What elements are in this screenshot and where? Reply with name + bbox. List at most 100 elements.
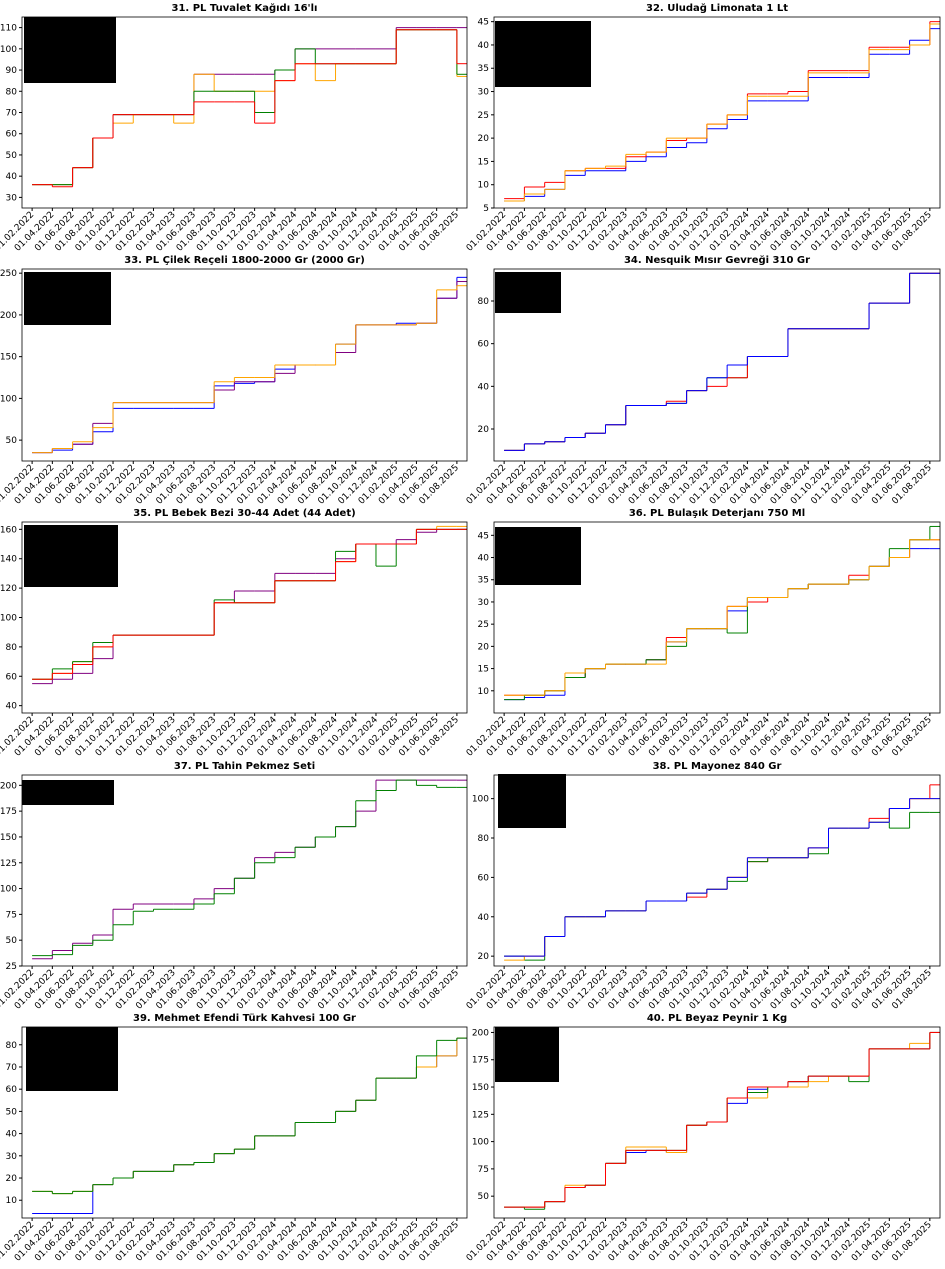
y-tick-label: 25 bbox=[478, 620, 489, 630]
chart-title: 40. PL Beyaz Peynir 1 Kg bbox=[647, 1013, 787, 1024]
y-tick-label: 175 bbox=[0, 807, 17, 817]
y-tick-label: 40 bbox=[6, 702, 18, 712]
plot-lines bbox=[504, 525, 940, 701]
y-tick-label: 60 bbox=[478, 340, 490, 350]
plot-lines bbox=[504, 784, 940, 961]
plot-lines bbox=[32, 27, 467, 188]
plot-lines bbox=[32, 525, 467, 685]
chart-title: 36. PL Bulaşık Deterjanı 750 Ml bbox=[629, 508, 805, 519]
chart-title: 32. Uludağ Limonata 1 Lt bbox=[646, 2, 788, 14]
y-tick-label: 200 bbox=[472, 1028, 489, 1038]
redacted-legend bbox=[22, 780, 114, 805]
y-tick-label: 80 bbox=[6, 87, 18, 97]
y-tick-label: 160 bbox=[0, 525, 17, 535]
plot-frame bbox=[493, 774, 941, 967]
y-tick-label: 35 bbox=[478, 64, 489, 74]
y-tick-label: 40 bbox=[478, 913, 490, 923]
y-tick-label: 75 bbox=[478, 1165, 489, 1175]
chart-title: 37. PL Tahin Pekmez Seti bbox=[174, 761, 315, 772]
plot-frame bbox=[493, 16, 941, 209]
y-tick-label: 110 bbox=[0, 24, 17, 34]
y-tick-label: 20 bbox=[478, 134, 490, 144]
y-tick-label: 60 bbox=[6, 130, 18, 140]
redacted-legend bbox=[24, 17, 116, 83]
chart-title: 39. Mehmet Efendi Türk Kahvesi 100 Gr bbox=[133, 1013, 356, 1024]
y-tick-label: 15 bbox=[478, 157, 489, 167]
y-tick-label: 10 bbox=[478, 687, 490, 697]
y-tick-label: 100 bbox=[0, 394, 17, 404]
y-tick-label: 100 bbox=[0, 614, 17, 624]
redacted-legend bbox=[495, 21, 591, 87]
y-tick-label: 10 bbox=[478, 181, 490, 191]
y-tick-label: 80 bbox=[6, 1041, 18, 1051]
plot-frame bbox=[21, 268, 468, 462]
y-tick-label: 15 bbox=[478, 665, 489, 675]
y-tick-label: 30 bbox=[6, 1152, 18, 1162]
redacted-legend bbox=[495, 1027, 559, 1082]
plot-frame bbox=[493, 268, 941, 462]
y-tick-label: 150 bbox=[0, 353, 17, 363]
y-tick-label: 20 bbox=[6, 1174, 18, 1184]
y-tick-label: 5 bbox=[483, 204, 489, 214]
redacted-legend bbox=[24, 272, 111, 325]
y-tick-label: 60 bbox=[6, 672, 18, 682]
y-tick-label: 80 bbox=[478, 297, 490, 307]
redacted-legend bbox=[26, 1027, 118, 1091]
y-tick-label: 40 bbox=[478, 554, 490, 564]
redacted-legend bbox=[495, 272, 561, 313]
chart-title: 35. PL Bebek Bezi 30-44 Adet (44 Adet) bbox=[133, 508, 355, 519]
plot-lines bbox=[504, 272, 940, 451]
y-tick-label: 100 bbox=[0, 885, 17, 895]
y-tick-label: 30 bbox=[478, 598, 490, 608]
redacted-legend bbox=[495, 527, 581, 585]
y-tick-label: 90 bbox=[6, 66, 18, 76]
chart-title: 38. PL Mayonez 840 Gr bbox=[653, 761, 782, 772]
y-tick-label: 60 bbox=[6, 1085, 18, 1095]
y-tick-label: 45 bbox=[478, 18, 489, 28]
y-tick-label: 40 bbox=[478, 382, 490, 392]
chart-title: 33. PL Çilek Reçeli 1800-2000 Gr (2000 G… bbox=[124, 255, 365, 266]
y-tick-label: 50 bbox=[6, 936, 18, 946]
y-tick-label: 250 bbox=[0, 269, 17, 279]
y-tick-label: 25 bbox=[6, 962, 17, 972]
y-tick-label: 80 bbox=[6, 643, 18, 653]
plot-frame bbox=[21, 16, 468, 209]
y-tick-label: 175 bbox=[472, 1056, 489, 1066]
plot-lines bbox=[504, 1031, 940, 1210]
plot-lines bbox=[32, 779, 467, 960]
plot-frame bbox=[493, 521, 941, 714]
redacted-legend bbox=[498, 774, 566, 828]
y-tick-label: 50 bbox=[6, 436, 18, 446]
plot-frame bbox=[21, 774, 468, 967]
y-tick-label: 200 bbox=[0, 781, 17, 791]
y-tick-label: 40 bbox=[6, 1130, 18, 1140]
y-tick-label: 140 bbox=[0, 555, 17, 565]
chart-title: 31. PL Tuvalet Kağıdı 16'lı bbox=[172, 2, 318, 14]
y-tick-label: 150 bbox=[0, 833, 17, 843]
y-tick-label: 100 bbox=[472, 1138, 489, 1148]
y-tick-label: 45 bbox=[478, 531, 489, 541]
y-tick-label: 125 bbox=[472, 1110, 489, 1120]
plot-lines bbox=[32, 1037, 467, 1215]
y-tick-label: 20 bbox=[478, 425, 490, 435]
y-tick-label: 100 bbox=[0, 45, 17, 55]
y-tick-label: 120 bbox=[0, 584, 17, 594]
y-tick-label: 50 bbox=[478, 1192, 490, 1202]
y-tick-label: 50 bbox=[6, 1107, 18, 1117]
y-tick-label: 40 bbox=[6, 172, 18, 182]
y-tick-label: 20 bbox=[478, 952, 490, 962]
y-tick-label: 40 bbox=[478, 41, 490, 51]
y-tick-label: 70 bbox=[6, 1063, 18, 1073]
plot-frame bbox=[21, 521, 468, 714]
plot-lines bbox=[32, 276, 467, 454]
y-tick-label: 25 bbox=[478, 111, 489, 121]
plot-frame bbox=[493, 1026, 941, 1219]
y-tick-label: 70 bbox=[6, 109, 18, 119]
y-tick-label: 10 bbox=[6, 1196, 18, 1206]
y-tick-label: 50 bbox=[6, 151, 18, 161]
y-tick-label: 100 bbox=[472, 795, 489, 805]
y-tick-label: 30 bbox=[6, 193, 18, 203]
redacted-legend bbox=[24, 525, 118, 587]
y-tick-label: 60 bbox=[478, 873, 490, 883]
